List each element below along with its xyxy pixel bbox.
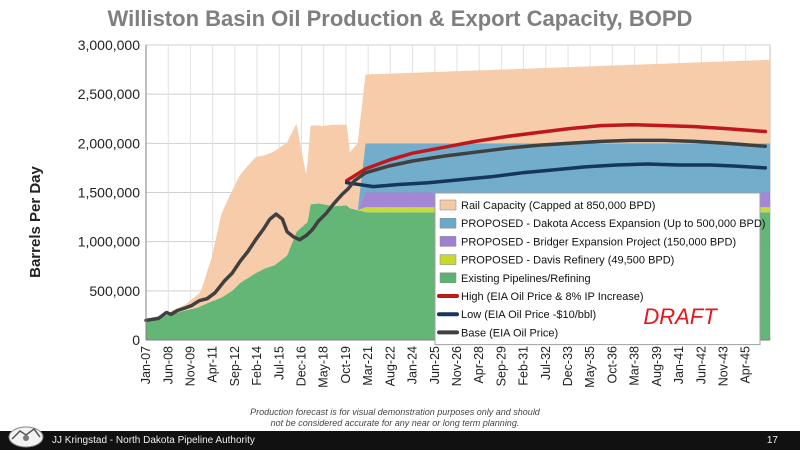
legend-label: Base (EIA Oil Price) xyxy=(461,327,558,339)
legend-label: PROPOSED - Dakota Access Expansion (Up t… xyxy=(461,218,765,230)
x-tick-label: Nov-09 xyxy=(183,346,197,386)
footer-bar: JJ Kringstad - North Dakota Pipeline Aut… xyxy=(0,431,800,450)
y-tick-label: 3,000,000 xyxy=(78,37,140,53)
x-tick-label: May-18 xyxy=(317,346,331,388)
x-tick-label: Nov-26 xyxy=(450,346,464,386)
line-high-eia-oil-price-8-ip-increa xyxy=(344,122,768,183)
x-tick-label: Jul-15 xyxy=(272,346,286,380)
x-tick-label: Dec-33 xyxy=(561,346,575,386)
y-tick-label: 1,500,000 xyxy=(78,185,140,201)
x-tick-label: Jan-07 xyxy=(139,346,153,384)
legend-swatch xyxy=(439,272,457,284)
y-tick-label: 2,500,000 xyxy=(78,86,140,102)
x-tick-label: Oct-36 xyxy=(605,346,619,384)
x-tick-label: Jan-41 xyxy=(672,346,686,384)
legend-swatch xyxy=(439,199,457,211)
y-tick-label: 500,000 xyxy=(89,283,140,299)
legend-label: High (EIA Oil Price & 8% IP Increase) xyxy=(461,291,644,303)
x-tick-label: Aug-22 xyxy=(383,346,397,386)
area-proposed-dakota-access-expansion-up-to-5 xyxy=(146,143,770,321)
x-tick-label: Apr-28 xyxy=(472,346,486,384)
draft-annotation: DRAFT xyxy=(643,304,718,329)
x-tick-label: Jan-24 xyxy=(406,346,420,384)
x-tick-label: Jun-08 xyxy=(161,346,175,384)
y-tick-label: 1,000,000 xyxy=(78,234,140,250)
chart-title: Williston Basin Oil Production & Export … xyxy=(107,6,693,31)
legend-label: PROPOSED - Bridger Expansion Project (15… xyxy=(461,236,736,248)
x-tick-label: Apr-45 xyxy=(739,346,753,384)
page-number: 17 xyxy=(766,435,778,446)
legend-label: Low (EIA Oil Price -$10/bbl) xyxy=(461,309,596,321)
x-tick-label: Aug-39 xyxy=(650,346,664,386)
line-base-eia-oil-price xyxy=(144,138,768,323)
footer-author: JJ Kringstad - North Dakota Pipeline Aut… xyxy=(52,435,255,446)
x-tick-label: Jul-32 xyxy=(539,346,553,380)
y-axis-label: Barrels Per Day xyxy=(27,165,44,277)
x-tick-label: May-35 xyxy=(583,346,597,388)
line-series xyxy=(144,122,768,323)
disclaimer-line-1: Production forecast is for visual demons… xyxy=(250,407,540,417)
x-tick-label: Dec-16 xyxy=(295,346,309,386)
x-tick-label: Nov-43 xyxy=(716,346,730,386)
disclaimer-line-2: not be considered accurate for any near … xyxy=(270,418,520,428)
legend-swatch xyxy=(439,236,457,247)
line-low-eia-oil-price-10-bbl xyxy=(344,162,768,189)
x-tick-label: Sep-29 xyxy=(494,346,508,386)
disclaimer-note: Production forecast is for visual demons… xyxy=(200,407,590,429)
legend: Rail Capacity (Capped at 850,000 BPD) PRO… xyxy=(434,192,765,346)
x-tick-label: Jun-25 xyxy=(428,346,442,384)
legend-swatch xyxy=(439,254,457,265)
legend-label: Existing Pipelines/Refining xyxy=(461,273,591,285)
x-tick-label: Oct-19 xyxy=(339,346,353,384)
axes: 0 500,000 1,000,000 1,500,000 2,000,000 2,500… xyxy=(78,37,770,388)
legend-box xyxy=(434,192,761,346)
x-tick-label: Jun-42 xyxy=(694,346,708,384)
x-tick-label: Mar-21 xyxy=(361,346,375,386)
y-tick-label: 2,000,000 xyxy=(78,135,140,151)
legend-label: Rail Capacity (Capped at 850,000 BPD) xyxy=(461,200,655,212)
x-tick-label: Feb-14 xyxy=(250,346,264,386)
x-tick-label: Mar-38 xyxy=(628,346,642,386)
y-tick-label: 0 xyxy=(132,332,140,348)
legend-swatch xyxy=(439,217,457,229)
pipeline-authority-logo-icon xyxy=(8,426,44,448)
x-tick-label: Apr-11 xyxy=(206,346,220,383)
x-tick-label: Sep-12 xyxy=(228,346,242,386)
legend-label: PROPOSED - Davis Refinery (49,500 BPD) xyxy=(461,255,674,267)
x-tick-label: Feb-31 xyxy=(517,346,531,386)
